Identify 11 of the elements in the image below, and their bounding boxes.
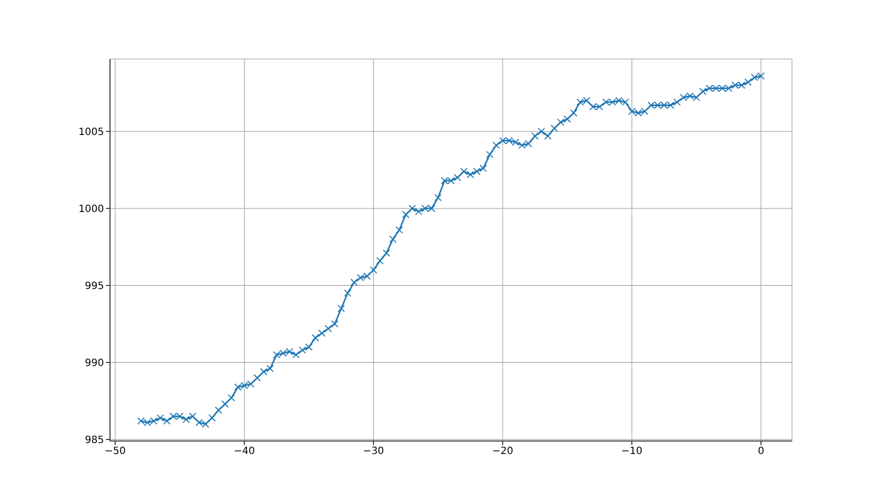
y-tick-label: 995	[84, 280, 104, 292]
x-tick-label: −50	[104, 446, 126, 458]
y-tick-label: 985	[84, 435, 104, 446]
x-tick-label: −20	[492, 446, 514, 458]
x-tick-label: 0	[758, 446, 764, 458]
y-tick-label: 1000	[78, 204, 104, 215]
x-tick-label: −40	[234, 446, 255, 458]
x-tick-label: −30	[362, 446, 384, 458]
y-tick-label: 1005	[78, 126, 104, 138]
x-tick-label: −10	[621, 446, 642, 458]
y-tick-label: 990	[84, 358, 104, 369]
